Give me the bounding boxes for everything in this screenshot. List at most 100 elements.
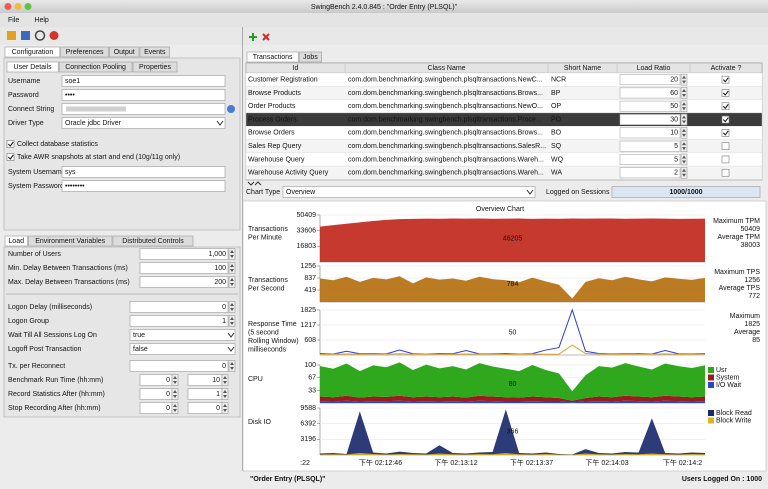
column-header: Load Ratio xyxy=(637,65,671,72)
spinner[interactable] xyxy=(221,388,229,400)
spinner[interactable] xyxy=(680,100,688,113)
legend-swatch xyxy=(708,367,714,373)
add-icon[interactable] xyxy=(249,33,257,41)
close-button[interactable] xyxy=(4,3,12,10)
number-input[interactable] xyxy=(129,315,229,327)
field-value: 0 xyxy=(166,405,170,412)
spinner[interactable] xyxy=(228,248,236,260)
tab[interactable] xyxy=(132,61,178,73)
tab-label: Environment Variables xyxy=(35,238,105,245)
stat-label: Average TPM xyxy=(717,234,760,241)
x-tick-label: 下午 02:14:2 xyxy=(663,458,702,467)
tab[interactable] xyxy=(4,46,61,58)
delete-icon[interactable] xyxy=(262,33,270,41)
spinner-arrows xyxy=(223,404,227,412)
text-input[interactable] xyxy=(61,166,226,178)
cell-short-name: WQ xyxy=(551,156,564,163)
spinner[interactable] xyxy=(680,166,688,179)
spinner[interactable] xyxy=(221,374,229,386)
spinner[interactable] xyxy=(171,388,179,400)
checkbox[interactable] xyxy=(6,153,15,161)
combo-box[interactable] xyxy=(129,329,236,341)
check-mark xyxy=(722,117,729,123)
tab[interactable] xyxy=(58,61,133,73)
number-input[interactable] xyxy=(619,100,681,112)
checkbox[interactable] xyxy=(721,102,730,111)
tab[interactable] xyxy=(112,235,194,247)
number-input[interactable] xyxy=(619,140,681,152)
checkbox[interactable] xyxy=(721,155,730,164)
tab-label: Preferences xyxy=(66,49,104,56)
spinner[interactable] xyxy=(680,140,688,152)
spinner[interactable] xyxy=(680,113,688,126)
stop-icon[interactable] xyxy=(49,31,59,40)
save-icon[interactable] xyxy=(21,31,30,40)
checkbox[interactable] xyxy=(721,115,730,124)
spinner[interactable] xyxy=(680,87,688,99)
legend-label: I/O Wait xyxy=(716,382,741,389)
text-input[interactable] xyxy=(61,103,226,115)
spinner[interactable] xyxy=(680,127,688,139)
checkbox[interactable] xyxy=(6,140,15,148)
field-value: 0 xyxy=(222,304,226,311)
text-input[interactable] xyxy=(61,180,226,192)
field-label: Driver Type xyxy=(8,120,44,127)
spinner[interactable] xyxy=(228,360,236,372)
combo-box[interactable] xyxy=(129,343,236,355)
refresh-icon[interactable] xyxy=(34,30,46,41)
legend-label: Block Read xyxy=(716,410,752,417)
tab-label: Properties xyxy=(139,64,171,71)
tab[interactable] xyxy=(60,46,109,58)
tab[interactable] xyxy=(246,51,299,63)
checkbox[interactable] xyxy=(721,89,730,97)
number-input[interactable] xyxy=(619,127,681,139)
y-tick-label: 608 xyxy=(304,337,316,344)
spinner-arrows xyxy=(682,142,686,151)
info-icon[interactable] xyxy=(227,105,235,113)
stat-value: 1825 xyxy=(744,321,760,328)
spinner[interactable] xyxy=(221,402,229,414)
spinner[interactable] xyxy=(228,276,236,288)
legend-label: Block Write xyxy=(716,417,751,424)
checkbox[interactable] xyxy=(721,168,730,177)
spinner[interactable] xyxy=(680,73,688,86)
number-input[interactable] xyxy=(619,114,681,126)
spinner[interactable] xyxy=(228,315,236,327)
zoom-button[interactable] xyxy=(24,3,32,10)
start-icon[interactable] xyxy=(7,31,16,40)
stat-value: 85 xyxy=(752,337,760,344)
tab[interactable] xyxy=(4,235,28,247)
minimize-button[interactable] xyxy=(14,3,22,10)
tab[interactable] xyxy=(28,235,113,247)
number-input[interactable] xyxy=(619,167,681,179)
field-label: Logged on Sessions xyxy=(546,189,610,196)
text-input[interactable] xyxy=(61,89,226,101)
spinner[interactable] xyxy=(228,262,236,274)
number-input[interactable] xyxy=(139,248,229,260)
field-label: Tx. per Reconnect xyxy=(8,363,65,370)
number-input[interactable] xyxy=(129,360,229,372)
panel-label: Transactions xyxy=(248,226,288,233)
tab[interactable] xyxy=(298,51,322,63)
tab[interactable] xyxy=(139,46,170,58)
number-input[interactable] xyxy=(139,276,229,288)
tab[interactable] xyxy=(109,46,140,58)
checkbox[interactable] xyxy=(721,142,730,150)
spinner[interactable] xyxy=(171,402,179,414)
cell-short-name: BP xyxy=(551,90,561,97)
number-input[interactable] xyxy=(129,301,229,313)
number-input[interactable] xyxy=(619,87,681,99)
combo-box[interactable] xyxy=(282,186,536,198)
sessions-value: 1000/1000 xyxy=(669,189,702,196)
tab[interactable] xyxy=(6,61,59,73)
spinner[interactable] xyxy=(680,153,688,166)
checkbox[interactable] xyxy=(721,129,730,137)
combo-box[interactable] xyxy=(61,117,226,129)
spinner[interactable] xyxy=(228,301,236,313)
number-input[interactable] xyxy=(619,154,681,165)
spinner[interactable] xyxy=(171,374,179,386)
text-input[interactable] xyxy=(61,75,226,87)
number-input[interactable] xyxy=(619,74,681,86)
number-input[interactable] xyxy=(139,262,229,274)
checkbox[interactable] xyxy=(721,75,730,84)
